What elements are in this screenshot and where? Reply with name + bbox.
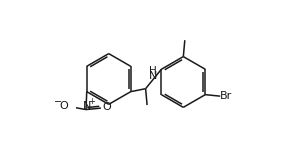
Text: Br: Br	[220, 91, 232, 101]
Text: −: −	[54, 97, 63, 107]
Text: H: H	[149, 66, 157, 76]
Text: O: O	[60, 101, 68, 111]
Text: N: N	[149, 71, 157, 81]
Text: +: +	[88, 97, 95, 106]
Text: N: N	[82, 101, 91, 111]
Text: O: O	[102, 102, 111, 112]
